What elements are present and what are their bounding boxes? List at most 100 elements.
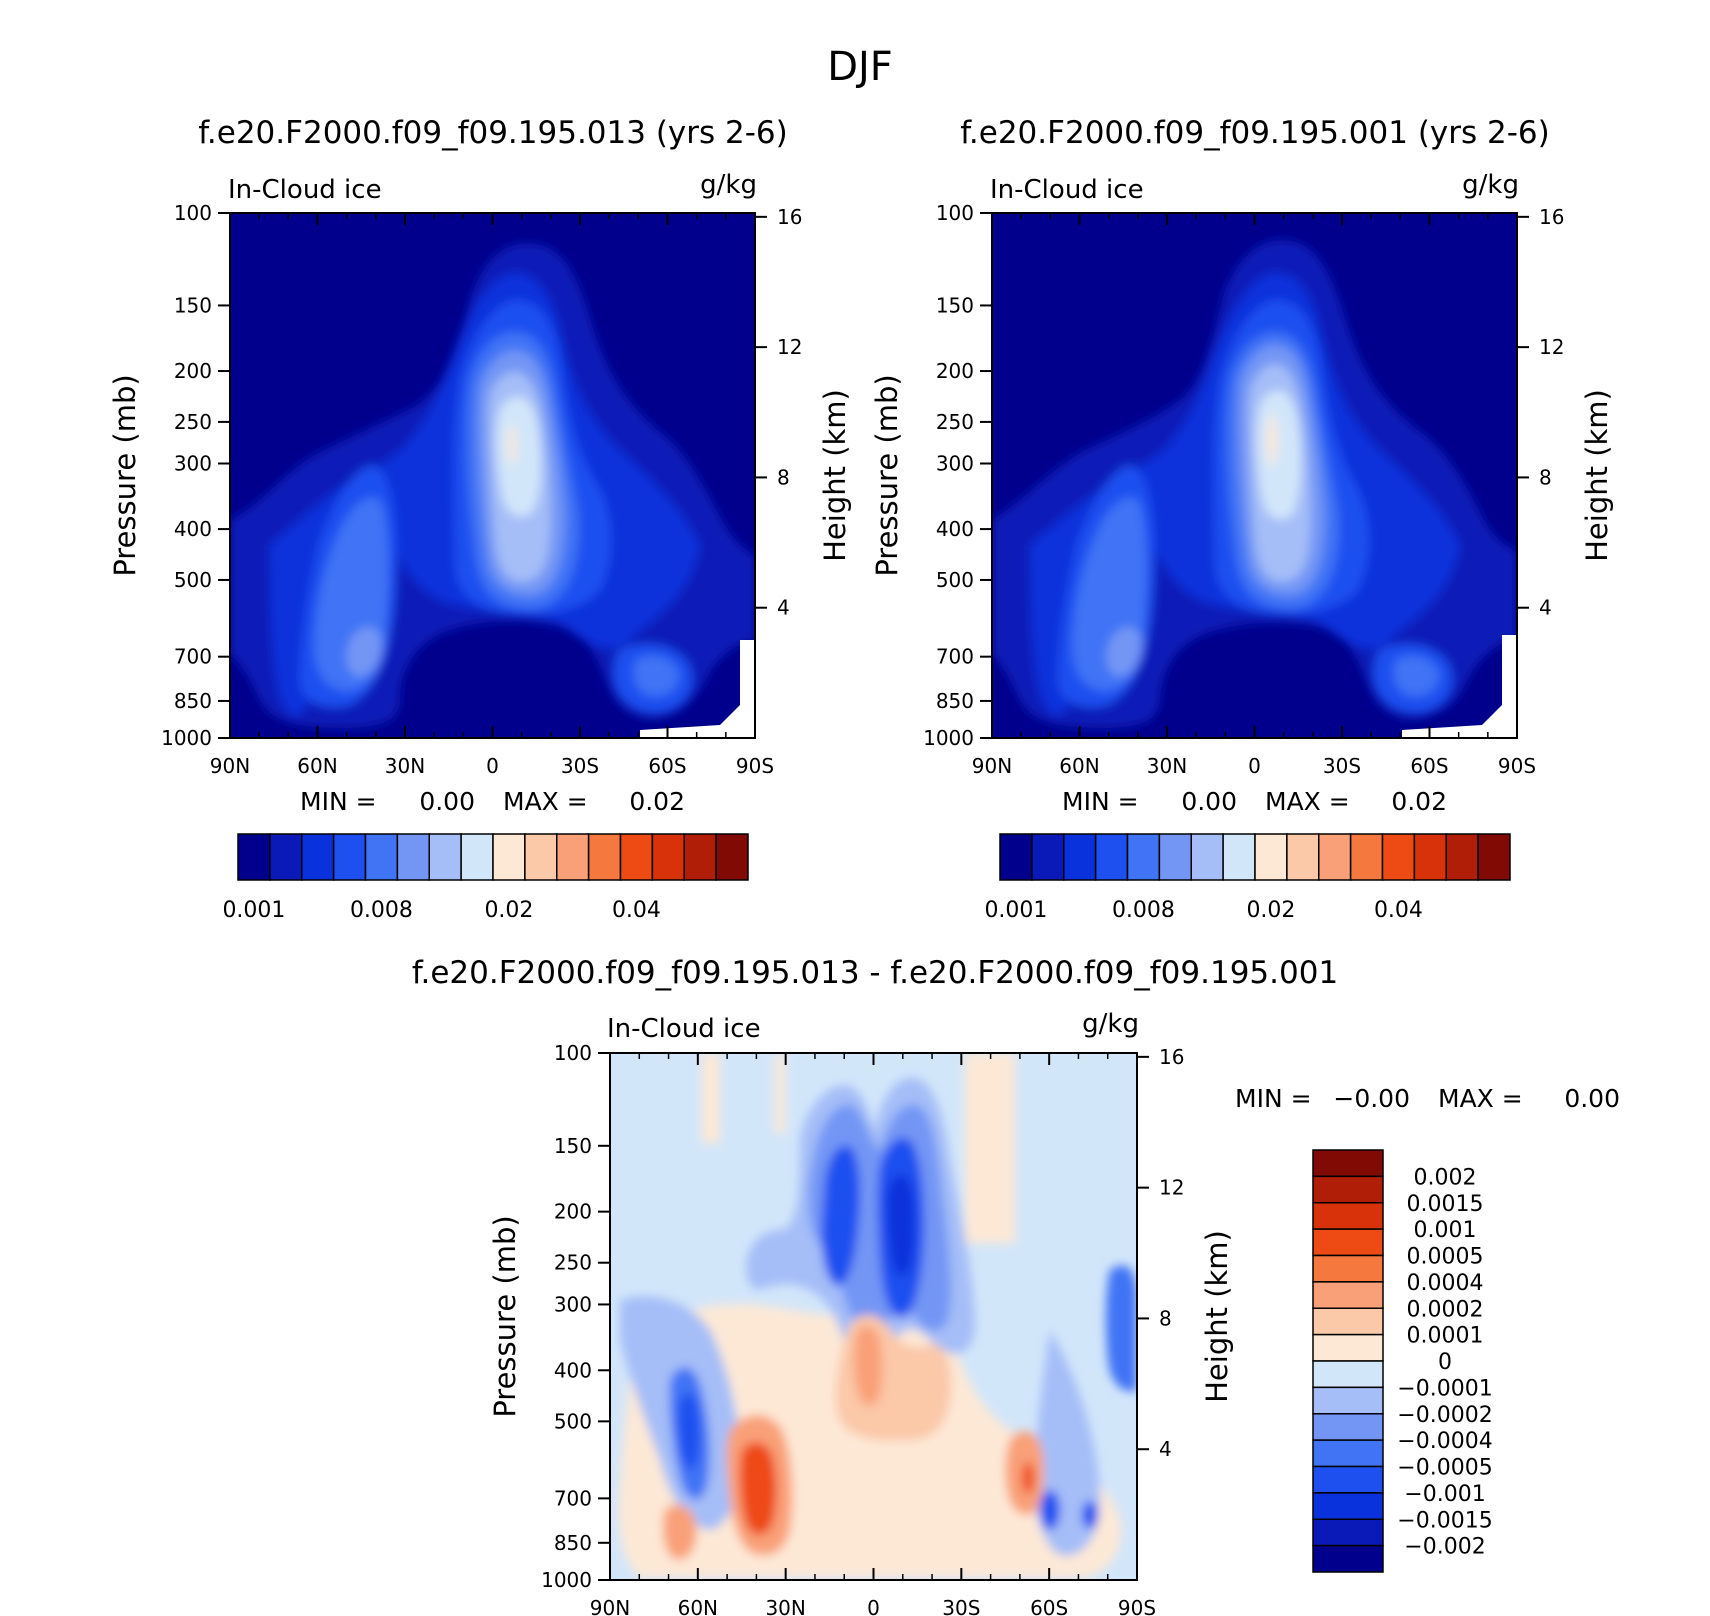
y-tick-label: 150 bbox=[554, 1134, 592, 1158]
stats-min-label: MIN = bbox=[1235, 1084, 1312, 1113]
y-tick-label: 700 bbox=[936, 645, 974, 669]
panel-3: f.e20.F2000.f09_f09.195.013 - f.e20.F200… bbox=[412, 955, 1338, 1581]
y-tick-label: 250 bbox=[554, 1251, 592, 1275]
panel-3-pos-strip-1 bbox=[965, 1053, 1015, 1243]
panel-3-neg-75s bbox=[1082, 1501, 1098, 1529]
colorbar-swatch bbox=[1063, 833, 1097, 881]
y-axis-label: Pressure (mb) bbox=[488, 1215, 522, 1417]
stats-max-value: 0.00 bbox=[1564, 1084, 1620, 1113]
x-tick-label: 30N bbox=[1147, 754, 1187, 778]
y-tick-label: 150 bbox=[174, 293, 212, 317]
y-tick-label: 400 bbox=[174, 517, 212, 541]
y-tick-label: 500 bbox=[936, 568, 974, 592]
colorbar-swatch bbox=[1031, 833, 1065, 881]
y-tick-label: 100 bbox=[174, 201, 212, 225]
colorbar-label: −0.0015 bbox=[1397, 1508, 1492, 1533]
y-tick-label: 850 bbox=[554, 1531, 592, 1555]
colorbar-swatch bbox=[1312, 1281, 1384, 1309]
x-tick-label: 30N bbox=[385, 754, 425, 778]
colorbar-layer: 0.001 0.008 0.02 0.04 0.001 0.008 0.02 0.040.00… bbox=[222, 833, 1511, 1573]
y-tick-label: 300 bbox=[174, 451, 212, 475]
colorbar-swatch bbox=[269, 833, 303, 881]
y2-tick-label: 8 bbox=[1159, 1306, 1172, 1330]
x-tick-label: 60N bbox=[1059, 754, 1099, 778]
colorbar-swatch bbox=[1312, 1439, 1384, 1468]
y2-tick-label: 8 bbox=[1539, 465, 1552, 489]
panel-1-units: g/kg bbox=[700, 170, 757, 200]
colorbar-label: −0.0001 bbox=[1397, 1376, 1492, 1401]
panel-1-contour-8 bbox=[508, 425, 516, 465]
panel-2-stats: MIN = 0.00 MAX = 0.02 bbox=[1062, 787, 1447, 816]
colorbar-swatch bbox=[237, 833, 271, 881]
y-tick-label: 150 bbox=[936, 293, 974, 317]
colorbar-swatch bbox=[492, 833, 526, 881]
x-tick-label: 30S bbox=[942, 1596, 980, 1616]
panel-3-plot bbox=[610, 1053, 1137, 1580]
y-tick-label: 250 bbox=[936, 410, 974, 434]
y2-tick-label: 12 bbox=[1159, 1176, 1184, 1200]
colorbar-swatch bbox=[1126, 833, 1161, 881]
colorbar-swatch bbox=[1254, 833, 1288, 881]
x-tick-label: 90N bbox=[210, 754, 250, 778]
axes-layer: 90N 60N 30N 0 30S 60S 90S100150200250300400500… bbox=[108, 201, 1614, 1616]
panel-3-stats: MIN = −0.00 MAX = 0.00 bbox=[1235, 1084, 1620, 1113]
x-tick-label: 60S bbox=[1410, 754, 1448, 778]
stats-min-value: 0.00 bbox=[1181, 787, 1237, 816]
colorbar-swatch bbox=[1190, 833, 1224, 881]
colorbar-swatch bbox=[1312, 1149, 1384, 1178]
y-tick-label: 100 bbox=[554, 1041, 592, 1065]
x-tick-label: 60S bbox=[648, 754, 686, 778]
y2-tick-label: 16 bbox=[1539, 205, 1564, 229]
colorbar-label: 0.001 bbox=[984, 898, 1047, 923]
panel-3-pos-right-inner bbox=[1022, 1462, 1034, 1494]
panel-3-title: f.e20.F2000.f09_f09.195.013 - f.e20.F200… bbox=[412, 955, 1338, 991]
colorbar-swatch bbox=[619, 833, 654, 881]
y-tick-label: 250 bbox=[174, 410, 212, 434]
colorbar-swatch bbox=[364, 833, 399, 881]
x-tick-label: 30S bbox=[561, 754, 599, 778]
x-tick-label: 90N bbox=[590, 1596, 630, 1616]
colorbar-swatch bbox=[556, 833, 590, 881]
colorbar-swatch bbox=[1312, 1307, 1384, 1336]
colorbar-label: 0.0004 bbox=[1407, 1271, 1484, 1296]
y-tick-label: 850 bbox=[174, 689, 212, 713]
y2-tick-label: 16 bbox=[777, 205, 802, 229]
panel-2: f.e20.F2000.f09_f09.195.001 (yrs 2-6) In… bbox=[960, 115, 1550, 739]
stats-max-value: 0.02 bbox=[1391, 787, 1447, 816]
panel-2-contour-8 bbox=[1267, 414, 1277, 466]
y-tick-label: 400 bbox=[936, 517, 974, 541]
colorbar-swatch bbox=[1445, 833, 1479, 881]
figure-title: DJF bbox=[827, 44, 893, 90]
colorbar-label: 0.04 bbox=[612, 898, 661, 923]
colorbar-swatch bbox=[332, 833, 367, 881]
stats-min-value: −0.00 bbox=[1333, 1084, 1410, 1113]
panel-3-pos-strip-2 bbox=[702, 1053, 720, 1143]
colorbar-swatch bbox=[1477, 833, 1511, 881]
colorbar-label: −0.0002 bbox=[1397, 1403, 1492, 1428]
panel-3-colorbar: 0.0020.00150.0010.00050.00040.00020.0001… bbox=[1312, 1149, 1493, 1573]
colorbar-swatch bbox=[1312, 1333, 1384, 1362]
colorbar-label: 0.001 bbox=[1414, 1218, 1477, 1243]
panel-1-colorbar: 0.001 0.008 0.02 0.04 bbox=[222, 833, 749, 923]
stats-layer: MIN = 0.00 MAX = 0.02 MIN = 0.00 MAX = 0.02MIN … bbox=[300, 787, 1620, 1113]
x-tick-label: 90S bbox=[1118, 1596, 1156, 1616]
y2-axis-label: Height (km) bbox=[1200, 1230, 1234, 1403]
panel-3-pos-center-inner bbox=[853, 1325, 883, 1406]
colorbar-label: 0.02 bbox=[1246, 898, 1295, 923]
colorbar-swatch bbox=[715, 833, 749, 881]
y-tick-label: 500 bbox=[554, 1409, 592, 1433]
x-tick-label: 30S bbox=[1323, 754, 1361, 778]
colorbar-label: 0.0005 bbox=[1407, 1245, 1484, 1270]
stats-max-value: 0.02 bbox=[629, 787, 685, 816]
x-tick-label: 90N bbox=[972, 754, 1012, 778]
panel-1-variable: In-Cloud ice bbox=[228, 175, 382, 205]
colorbar-swatch bbox=[428, 833, 462, 881]
x-tick-label: 60S bbox=[1030, 1596, 1068, 1616]
colorbar-swatch bbox=[999, 833, 1033, 881]
colorbar-swatch bbox=[1312, 1518, 1384, 1547]
colorbar-label: 0.0015 bbox=[1407, 1192, 1484, 1217]
panel-1-contour-7 bbox=[496, 396, 541, 517]
panel-3-neg-60s bbox=[1040, 1490, 1060, 1530]
y-tick-label: 850 bbox=[936, 689, 974, 713]
panel-2-contour-7 bbox=[1256, 390, 1301, 520]
